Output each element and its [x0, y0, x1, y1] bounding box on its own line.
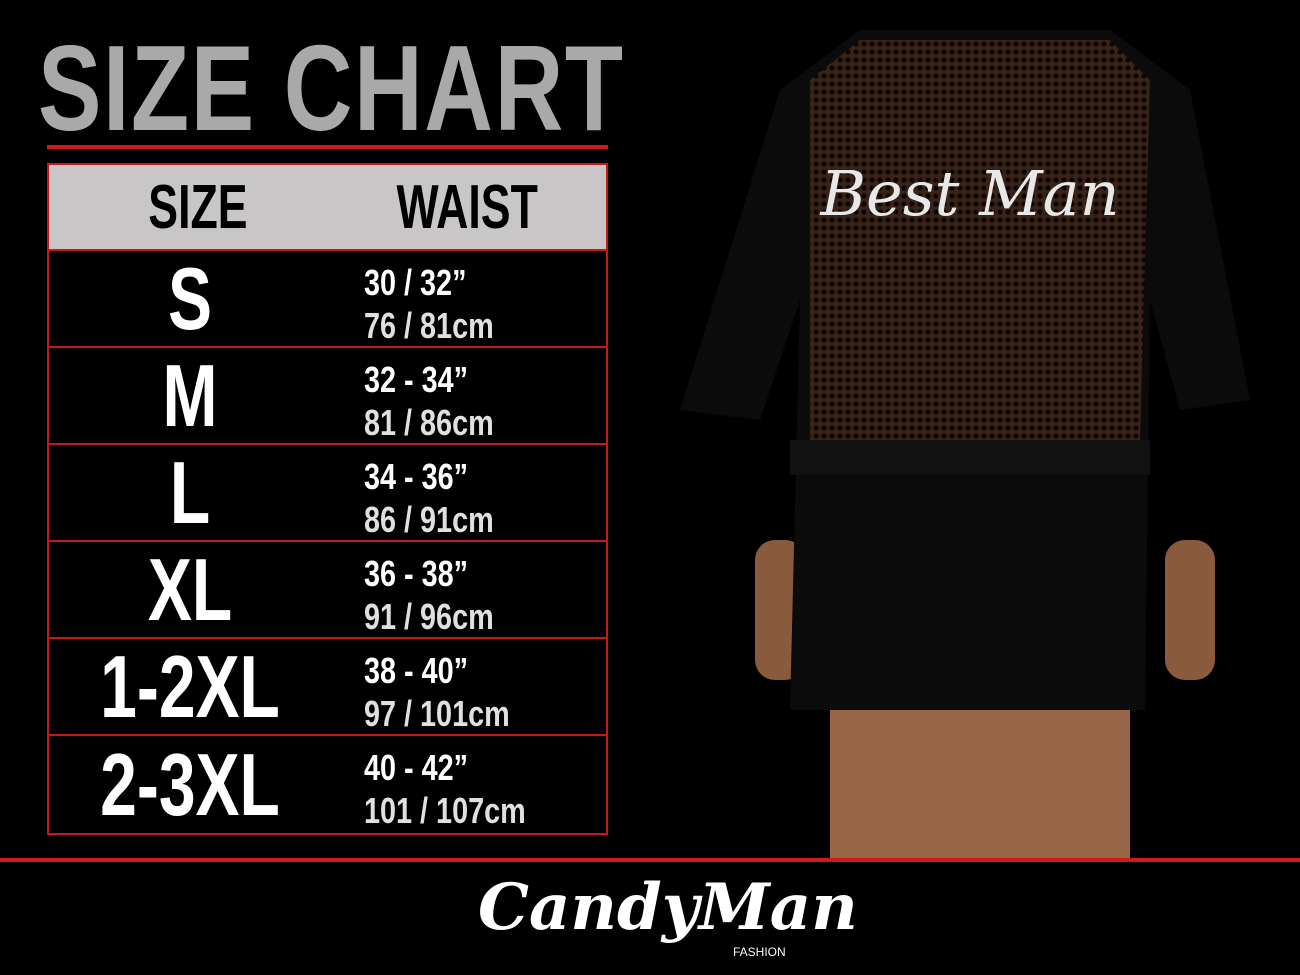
brand-logo: CandyMan — [478, 870, 858, 945]
waist-inches: 32 - 34” — [364, 359, 469, 400]
size-table: SIZE WAIST S 30 / 32” 76 / 81cm M 32 - 34” 8… — [47, 163, 608, 835]
brand-sub: FASHION — [733, 945, 786, 959]
waist-cm: 91 / 96cm — [364, 596, 494, 637]
waist-cm: 86 / 91cm — [364, 499, 494, 540]
belt — [790, 440, 1150, 475]
waist-cm: 76 / 81cm — [364, 305, 494, 346]
table-row: M 32 - 34” 81 / 86cm — [49, 348, 606, 445]
legs — [830, 700, 1130, 858]
table-row: L 34 - 36” 86 / 91cm — [49, 445, 606, 542]
best-man-print: Best Man — [819, 157, 1119, 230]
waist-cm: 97 / 101cm — [364, 693, 510, 734]
table-row: 2-3XL 40 - 42” 101 / 107cm — [49, 736, 606, 833]
size-cell: 2-3XL — [100, 734, 280, 834]
size-cell: 1-2XL — [100, 636, 280, 736]
waist-cm: 81 / 86cm — [364, 402, 494, 443]
table-row: S 30 / 32” 76 / 81cm — [49, 251, 606, 348]
size-cell: M — [162, 345, 218, 445]
waist-inches: 38 - 40” — [364, 650, 469, 691]
header-waist: WAIST — [396, 172, 538, 242]
waist-inches: 36 - 38” — [364, 553, 469, 594]
size-cell: S — [167, 248, 213, 348]
table-header: SIZE WAIST — [49, 165, 606, 251]
product-photo: Best Man — [680, 30, 1250, 858]
waist-inches: 40 - 42” — [364, 747, 469, 788]
waist-cm: 101 / 107cm — [364, 790, 526, 831]
size-cell: L — [169, 442, 211, 542]
mesh-panel — [810, 40, 1150, 440]
table-row: 1-2XL 38 - 40” 97 / 101cm — [49, 639, 606, 736]
header-size: SIZE — [148, 172, 248, 242]
title-divider — [47, 145, 608, 149]
page-title: SIZE CHART — [38, 20, 625, 156]
size-cell: XL — [147, 539, 233, 639]
footer-divider — [0, 858, 1300, 862]
waist-inches: 34 - 36” — [364, 456, 469, 497]
waist-inches: 30 / 32” — [364, 262, 467, 303]
table-row: XL 36 - 38” 91 / 96cm — [49, 542, 606, 639]
right-arm — [1165, 540, 1215, 680]
